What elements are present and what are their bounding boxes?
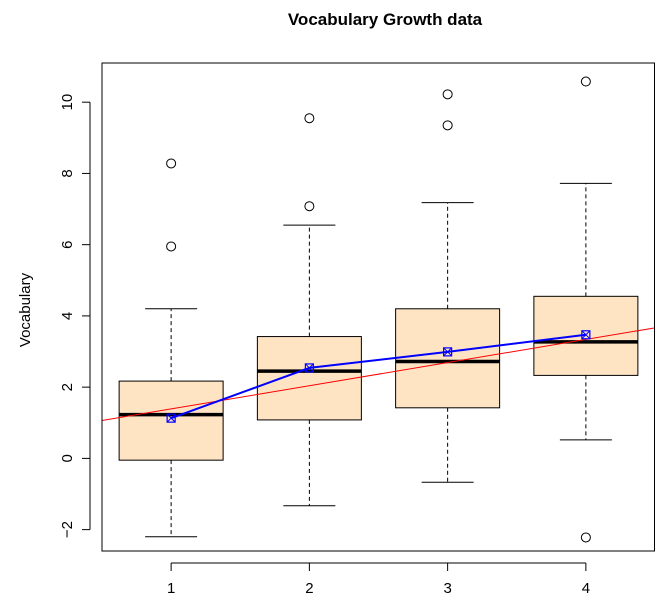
boxes-layer <box>118 76 639 543</box>
y-tick-label: 0 <box>59 454 76 462</box>
box-iqr <box>533 295 639 376</box>
regression-line <box>102 327 655 421</box>
y-tick-label: 8 <box>59 169 76 177</box>
y-axis-label: Vocabulary <box>17 272 34 347</box>
box-group-1 <box>118 158 224 538</box>
mean-marker-cross <box>581 330 591 340</box>
mean-point-4 <box>581 330 591 340</box>
mean-marker-cross <box>305 363 314 373</box>
box-group-4 <box>533 76 639 543</box>
y-tick-label: 6 <box>59 240 76 248</box>
box-iqr <box>118 380 224 461</box>
x-tick-label: 3 <box>443 580 451 597</box>
mean-marker-cross <box>166 413 176 423</box>
outlier-point <box>304 201 315 212</box>
mean-marker-cross <box>443 347 452 357</box>
y-tick-label: −2 <box>59 521 76 538</box>
mean-marker-square <box>581 330 591 340</box>
box-group-3 <box>395 89 501 483</box>
outlier-point <box>580 532 591 543</box>
mean-point-2 <box>304 363 314 373</box>
lines-layer <box>102 327 655 423</box>
y-tick-label: 2 <box>59 383 76 391</box>
mean-line <box>170 333 586 420</box>
mean-point-1 <box>166 413 176 423</box>
x-tick-label: 4 <box>582 580 590 597</box>
outlier-point <box>442 120 453 131</box>
y-tick-label: 10 <box>59 94 76 111</box>
box-iqr <box>256 336 362 421</box>
outlier-point <box>304 113 315 124</box>
x-tick-label: 1 <box>167 580 175 597</box>
mean-marker-square <box>304 363 314 373</box>
outlier-point <box>166 158 177 169</box>
outlier-point <box>580 76 591 87</box>
box-group-2 <box>256 113 362 507</box>
outlier-point <box>442 89 453 100</box>
outlier-point <box>166 241 177 252</box>
chart-title: Vocabulary Growth data <box>288 10 483 29</box>
x-tick-label: 2 <box>305 580 313 597</box>
box-iqr <box>395 308 501 409</box>
mean-marker-square <box>166 413 176 423</box>
mean-marker-square <box>443 347 453 357</box>
mean-point-3 <box>443 347 453 357</box>
y-tick-label: 4 <box>59 312 76 320</box>
